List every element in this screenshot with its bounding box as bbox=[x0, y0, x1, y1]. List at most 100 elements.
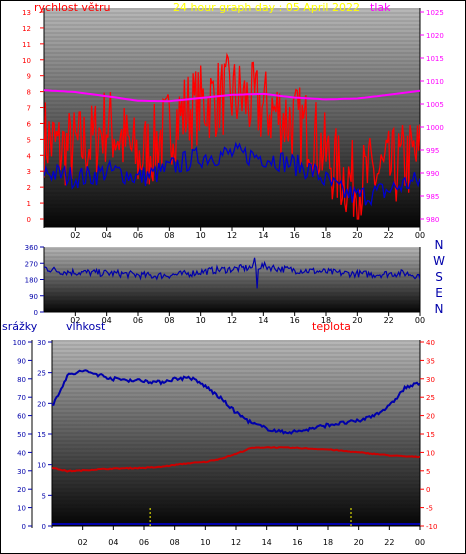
bottom-x-tick-label: 22 bbox=[384, 538, 394, 547]
mid-x-tick-label: 06 bbox=[133, 316, 143, 325]
compass-n-bottom: N bbox=[435, 302, 444, 316]
humidity-axis-tick-label: 10 bbox=[37, 462, 46, 470]
mid-plot-stripes bbox=[44, 247, 420, 312]
top-series-group bbox=[44, 52, 420, 220]
humidity-axis-tick-label: 30 bbox=[37, 339, 46, 347]
mid-x-tick-label: 04 bbox=[102, 316, 112, 325]
pressure-label: tlak bbox=[370, 1, 391, 14]
top-x-tick-label: 18 bbox=[321, 231, 331, 240]
humidity-axis-tick-label: 25 bbox=[37, 370, 46, 378]
rain-axis-tick-label: 40 bbox=[17, 449, 26, 457]
pressure-axis-tick-label: 1000 bbox=[426, 124, 444, 132]
top-x-tick-label: 16 bbox=[290, 231, 300, 240]
rain-axis-tick-label: 10 bbox=[17, 505, 26, 513]
bottom-x-tick-label: 02 bbox=[78, 538, 88, 547]
wind-secondary-line bbox=[44, 141, 420, 207]
temperature-axis-tick-label: 30 bbox=[426, 376, 435, 384]
pressure-axis-tick-label: 1010 bbox=[426, 78, 444, 86]
direction-axis-tick-label: 270 bbox=[25, 260, 38, 268]
mid-x-tick-label: 00 bbox=[415, 316, 425, 325]
top-x-tick-label: 14 bbox=[258, 231, 268, 240]
tick-group: 0123456789101112139809859909951000100510… bbox=[13, 9, 444, 547]
direction-axis-tick-label: 360 bbox=[25, 244, 38, 252]
temperature-line bbox=[52, 446, 420, 473]
compass-w: W bbox=[433, 254, 445, 268]
bottom-plot-stripes bbox=[52, 340, 420, 526]
humidity-axis-tick-label: 20 bbox=[37, 400, 46, 408]
temperature-axis-tick-label: 20 bbox=[426, 413, 435, 421]
bottom-x-tick-label: 04 bbox=[108, 538, 118, 547]
top-x-tick-label: 22 bbox=[384, 231, 394, 240]
mid-x-tick-label: 12 bbox=[227, 316, 237, 325]
wind-direction-line bbox=[44, 257, 420, 289]
bottom-x-tick-label: 12 bbox=[231, 538, 241, 547]
rain-axis-tick-label: 90 bbox=[17, 357, 26, 365]
rain-axis-tick-label: 30 bbox=[17, 468, 26, 476]
wind-axis-tick-label: 3 bbox=[27, 168, 31, 176]
mid-x-tick-label: 02 bbox=[70, 316, 80, 325]
rain-axis-tick-label: 100 bbox=[13, 339, 26, 347]
bottom-x-tick-label: 06 bbox=[139, 538, 149, 547]
bottom-x-tick-label: 08 bbox=[170, 538, 180, 547]
direction-axis-tick-label: 180 bbox=[25, 277, 38, 285]
pressure-axis-tick-label: 1015 bbox=[426, 55, 444, 63]
pressure-axis-tick-label: 1025 bbox=[426, 9, 444, 17]
top-x-tick-label: 06 bbox=[133, 231, 143, 240]
pressure-axis-tick-label: 980 bbox=[426, 216, 439, 224]
top-x-tick-label: 10 bbox=[196, 231, 206, 240]
mid-x-tick-label: 22 bbox=[384, 316, 394, 325]
rain-axis-tick-label: 60 bbox=[17, 413, 26, 421]
direction-axis-tick-label: 90 bbox=[29, 293, 38, 301]
top-x-tick-label: 08 bbox=[164, 231, 174, 240]
wind-axis-tick-label: 13 bbox=[22, 9, 31, 17]
wind-axis-tick-label: 4 bbox=[27, 152, 32, 160]
bottom-series-group bbox=[52, 369, 420, 526]
temperature-axis-tick-label: 5 bbox=[426, 468, 430, 476]
bottom-x-tick-label: 16 bbox=[292, 538, 302, 547]
rain-axis-tick-label: 70 bbox=[17, 394, 26, 402]
wind-axis-tick-label: 6 bbox=[27, 120, 32, 128]
humidity-label: vlhkost bbox=[66, 320, 106, 333]
bottom-x-tick-label: 18 bbox=[323, 538, 333, 547]
temperature-axis-tick-label: -10 bbox=[426, 523, 437, 531]
mid-x-tick-label: 18 bbox=[321, 316, 331, 325]
bottom-x-tick-label: 10 bbox=[200, 538, 210, 547]
wind-axis-tick-label: 5 bbox=[27, 136, 31, 144]
pressure-axis-tick-label: 995 bbox=[426, 147, 439, 155]
wind-speed-line bbox=[44, 52, 420, 220]
compass-e: E bbox=[435, 286, 443, 300]
rain-axis-tick-label: 50 bbox=[17, 431, 26, 439]
mid-series-group bbox=[44, 257, 420, 289]
bottom-x-tick-label: 14 bbox=[262, 538, 272, 547]
compass-s: S bbox=[435, 270, 443, 284]
bottom-x-tick-label: 00 bbox=[415, 538, 425, 547]
pressure-axis-tick-label: 1020 bbox=[426, 32, 444, 40]
bottom-x-tick-label: 20 bbox=[354, 538, 364, 547]
pressure-axis-tick-label: 990 bbox=[426, 170, 439, 178]
rain-label: srážky bbox=[2, 320, 38, 333]
mid-x-tick-label: 16 bbox=[290, 316, 300, 325]
wind-axis-tick-label: 8 bbox=[27, 89, 31, 97]
compass-n-top: N bbox=[435, 238, 444, 252]
rain-axis-tick-label: 0 bbox=[22, 523, 26, 531]
chart-title: 24 hour graph day : 05 April 2022 bbox=[173, 1, 360, 14]
temperature-axis-tick-label: 0 bbox=[426, 486, 430, 494]
temperature-axis-tick-label: 10 bbox=[426, 449, 435, 457]
wind-axis-tick-label: 7 bbox=[27, 105, 31, 113]
mid-x-tick-label: 20 bbox=[352, 316, 362, 325]
wind-axis-tick-label: 9 bbox=[27, 73, 31, 81]
bottom-panel bbox=[31, 340, 421, 528]
wind-speed-label: rychlost větru bbox=[34, 1, 110, 14]
wind-axis-tick-label: 11 bbox=[22, 41, 31, 49]
mid-x-tick-label: 10 bbox=[196, 316, 206, 325]
top-x-tick-label: 12 bbox=[227, 231, 237, 240]
rain-axis-tick-label: 80 bbox=[17, 376, 26, 384]
temperature-axis-tick-label: 40 bbox=[426, 339, 435, 347]
top-x-tick-label: 20 bbox=[352, 231, 362, 240]
mid-x-tick-label: 14 bbox=[258, 316, 268, 325]
humidity-line bbox=[52, 369, 420, 435]
pressure-axis-tick-label: 1005 bbox=[426, 101, 444, 109]
temperature-axis-tick-label: 25 bbox=[426, 394, 435, 402]
